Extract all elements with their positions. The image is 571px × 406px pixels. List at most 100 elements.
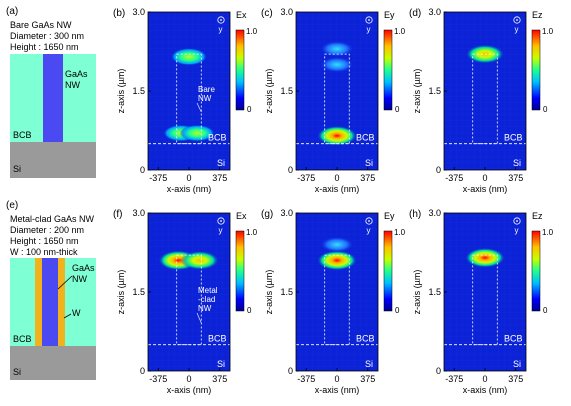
gaas-nw-label-1: GaAs bbox=[65, 69, 88, 79]
y-axis-label: z-axis (µm) bbox=[116, 270, 126, 315]
x-tick-label: -375 bbox=[149, 374, 167, 384]
x-tick-label: 375 bbox=[508, 173, 523, 183]
annotation-pointer bbox=[196, 102, 202, 113]
field-hotspot bbox=[317, 125, 357, 146]
x-axis-label: x-axis (nm) bbox=[463, 385, 508, 395]
y-axis-label: z-axis (µm) bbox=[412, 69, 422, 114]
field-hotspot bbox=[465, 247, 505, 268]
panel-h-label: (h) bbox=[409, 209, 421, 220]
field-grid bbox=[148, 213, 230, 371]
y-tick-label: 0 bbox=[436, 366, 441, 376]
colorbar-min-label: 0 bbox=[543, 306, 548, 315]
y-axis-label: z-axis (µm) bbox=[264, 69, 274, 114]
panel-e-line-3: Height : 1650 nm bbox=[10, 236, 79, 246]
y-tick-label: 3.0 bbox=[132, 7, 145, 17]
panel-a-line-2: Diameter : 300 nm bbox=[10, 31, 84, 41]
field-component-label: Ex bbox=[236, 10, 247, 20]
gaas-nw-label-2: NW bbox=[72, 274, 87, 284]
x-tick-label: -375 bbox=[297, 374, 315, 384]
y-tick-label: 1.5 bbox=[132, 86, 145, 96]
nanowire-outline bbox=[472, 53, 498, 145]
si-substrate bbox=[10, 346, 96, 380]
field-grid bbox=[444, 213, 526, 371]
x-axis-label: x-axis (nm) bbox=[315, 184, 360, 194]
colorbar-max-label: 1.0 bbox=[394, 228, 406, 237]
colorbar-max-label: 1.0 bbox=[542, 228, 554, 237]
out-of-plane-icon bbox=[513, 217, 521, 225]
field-hotspot bbox=[320, 40, 354, 57]
y-tick-label: 3.0 bbox=[132, 208, 145, 218]
out-of-plane-dot bbox=[516, 220, 518, 222]
panel-d-label: (d) bbox=[409, 8, 421, 19]
panel-a: (a) Bare GaAs NW Diameter : 300 nm Heigh… bbox=[6, 6, 96, 178]
bcb-label: BCB bbox=[13, 130, 32, 140]
gaas-nanowire bbox=[42, 258, 58, 346]
bcb-label: BCB bbox=[13, 334, 32, 344]
gaas-nanowire bbox=[43, 54, 63, 142]
si-label: Si bbox=[13, 367, 21, 377]
y-tick-label: 1.5 bbox=[428, 287, 441, 297]
y-axis-symbol: y bbox=[219, 25, 223, 34]
panel-g-label: (g) bbox=[261, 209, 273, 220]
bcb-label: BCB bbox=[504, 334, 523, 344]
si-label: Si bbox=[365, 158, 373, 168]
x-tick-label: -375 bbox=[149, 173, 167, 183]
field-hotspot bbox=[179, 124, 215, 142]
x-tick-label: 375 bbox=[508, 374, 523, 384]
field-grid bbox=[444, 12, 526, 170]
field-component-label: Ey bbox=[384, 10, 395, 20]
x-tick-label: 375 bbox=[212, 173, 227, 183]
panel-f-label: (f) bbox=[113, 209, 122, 220]
out-of-plane-dot bbox=[220, 220, 222, 222]
panel-e-line-1: Metal-clad GaAs NW bbox=[10, 214, 95, 224]
colorbar-max-label: 1.0 bbox=[394, 27, 406, 36]
nanowire-annotation-2: -clad bbox=[198, 295, 215, 304]
x-axis-label: x-axis (nm) bbox=[463, 184, 508, 194]
field-hotspot bbox=[180, 250, 220, 270]
nanowire-outline bbox=[472, 254, 498, 346]
y-tick-label: 1.5 bbox=[428, 86, 441, 96]
out-of-plane-icon bbox=[217, 217, 225, 225]
out-of-plane-icon bbox=[365, 16, 373, 24]
si-label: Si bbox=[217, 158, 225, 168]
x-tick-label: 0 bbox=[482, 374, 487, 384]
colorbar bbox=[531, 29, 541, 111]
field-grid bbox=[148, 12, 230, 170]
panel-b-label: (b) bbox=[113, 8, 125, 19]
si-label: Si bbox=[513, 359, 521, 369]
y-axis-label: z-axis (µm) bbox=[264, 270, 274, 315]
out-of-plane-icon bbox=[513, 16, 521, 24]
bcb-label: BCB bbox=[208, 334, 227, 344]
nanowire-outline bbox=[176, 53, 202, 145]
field-component-label: Ez bbox=[532, 211, 543, 221]
x-tick-label: -375 bbox=[445, 173, 463, 183]
out-of-plane-dot bbox=[368, 220, 370, 222]
field-component-label: Ex bbox=[236, 211, 247, 221]
colorbar bbox=[531, 230, 541, 312]
x-tick-label: 0 bbox=[334, 173, 339, 183]
si-substrate bbox=[10, 142, 96, 178]
panel-a-label: (a) bbox=[6, 6, 18, 17]
y-axis-label: z-axis (µm) bbox=[412, 270, 422, 315]
panel-e-line-2: Diameter : 200 nm bbox=[10, 225, 84, 235]
panel-a-line-3: Height : 1650 nm bbox=[10, 42, 79, 52]
y-tick-label: 0 bbox=[436, 165, 441, 175]
bcb-label: BCB bbox=[504, 133, 523, 143]
si-label: Si bbox=[13, 164, 21, 174]
colorbar bbox=[235, 230, 245, 312]
y-tick-label: 3.0 bbox=[428, 208, 441, 218]
x-axis-label: x-axis (nm) bbox=[167, 385, 212, 395]
si-label: Si bbox=[513, 158, 521, 168]
x-tick-label: 375 bbox=[212, 374, 227, 384]
x-tick-label: 375 bbox=[360, 374, 375, 384]
nanowire-outline bbox=[176, 254, 202, 346]
y-tick-label: 0 bbox=[140, 165, 145, 175]
si-label: Si bbox=[365, 359, 373, 369]
x-axis-label: x-axis (nm) bbox=[167, 184, 212, 194]
